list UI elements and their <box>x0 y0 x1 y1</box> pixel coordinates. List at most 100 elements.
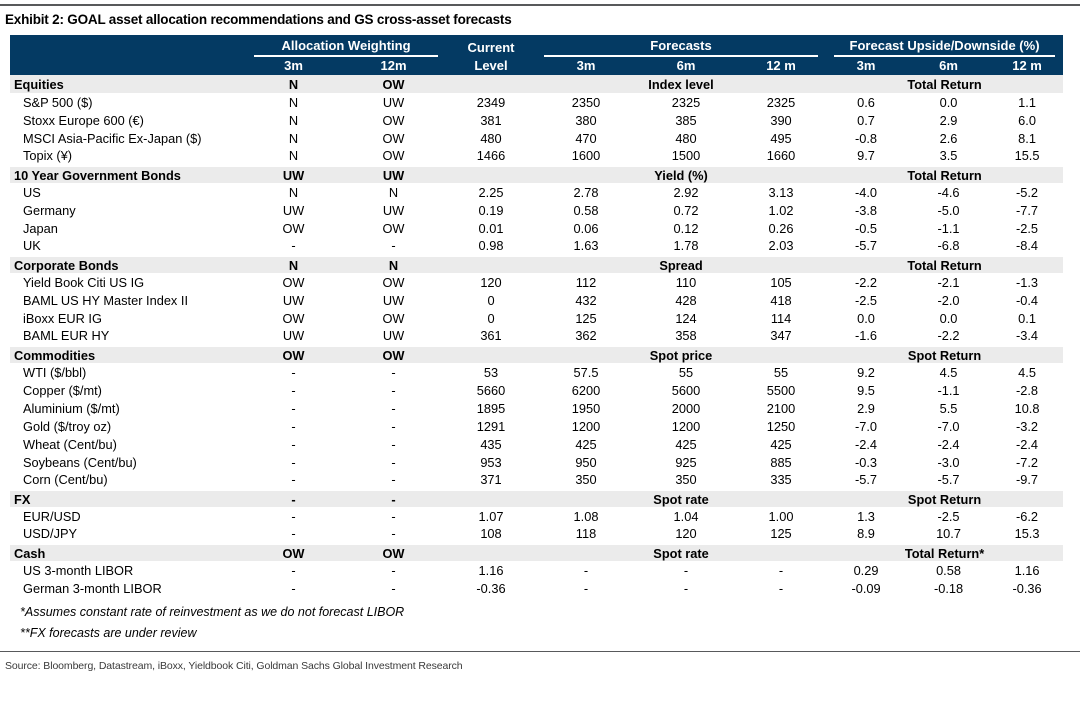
table-row: EUR/USD - - 1.07 1.08 1.04 1.00 1.3 -2.5 -6.2 <box>10 507 1063 525</box>
cell-upside-6m: 5.5 <box>939 400 958 416</box>
cell-upside-3m: 0.29 <box>853 562 879 578</box>
cell-upside-3m: -0.8 <box>855 130 878 146</box>
cell-alloc-12m: OW <box>382 130 405 146</box>
section-current-spacer <box>446 343 536 363</box>
cell-forecast-12m: - <box>778 580 784 596</box>
table-row: BAML EUR HY UW UW 361 362 358 347 -1.6 -2.2 -3.4 <box>10 327 1063 345</box>
row-label: Topix (¥) <box>23 147 73 163</box>
cell-current-level: 381 <box>480 112 502 128</box>
cell-forecast-12m: 55 <box>773 364 789 380</box>
cell-alloc-3m: UW <box>282 292 305 308</box>
section-alloc-12m: OW <box>341 75 446 93</box>
cell-alloc-3m: - <box>291 525 296 541</box>
section-label: FX <box>10 487 246 507</box>
table-row: iBoxx EUR IG OW OW 0 125 124 114 0.0 0.0 0.1 <box>10 309 1063 327</box>
cell-forecast-12m: 2325 <box>766 94 796 110</box>
cell-upside-3m: -1.6 <box>855 327 878 343</box>
table-row: German 3-month LIBOR - - -0.36 - - - -0.09 -0.18… <box>10 579 1063 597</box>
section-alloc-3m: OW <box>246 343 341 363</box>
cell-current-level: 435 <box>480 436 502 452</box>
cell-upside-3m: -5.7 <box>855 237 878 253</box>
cell-alloc-3m: - <box>291 454 296 470</box>
row-label: Japan <box>23 220 58 236</box>
cell-alloc-3m: N <box>288 130 299 146</box>
cell-alloc-12m: OW <box>382 274 405 290</box>
section-return-type: Total Return* <box>826 541 1064 561</box>
header-sub-row: 3m 12m Level 3m 6m 12 m 3m 6m 12 m <box>10 57 1064 75</box>
table-row: Aluminium ($/mt) - - 1895 1950 2000 2100 2.9 5.5… <box>10 399 1063 417</box>
cell-forecast-6m: 1200 <box>671 418 701 434</box>
cell-forecast-6m: 1.78 <box>673 237 699 253</box>
cell-alloc-12m: - <box>391 237 396 253</box>
cell-alloc-3m: - <box>291 562 296 578</box>
cell-alloc-3m: N <box>288 147 299 163</box>
cell-upside-3m: -0.09 <box>851 580 881 596</box>
cell-upside-12m: -2.8 <box>1016 382 1039 398</box>
section-return-type: Total Return <box>826 75 1064 93</box>
cell-forecast-12m: 1250 <box>766 418 796 434</box>
section-label: Corporate Bonds <box>10 253 246 273</box>
cell-forecast-3m: 1600 <box>571 147 601 163</box>
cell-upside-12m: -7.2 <box>1016 454 1039 470</box>
cell-upside-12m: 15.5 <box>1014 147 1040 163</box>
cell-alloc-12m: UW <box>382 94 405 110</box>
cell-upside-12m: -3.2 <box>1016 418 1039 434</box>
cell-forecast-12m: 335 <box>770 471 792 487</box>
row-label: German 3-month LIBOR <box>23 580 162 596</box>
header-upside-downside: Forecast Upside/Downside (%) <box>826 35 1064 57</box>
cell-alloc-3m: OW <box>282 274 305 290</box>
cell-upside-6m: 3.5 <box>939 147 958 163</box>
cell-upside-12m: 6.0 <box>1018 112 1036 128</box>
cell-alloc-12m: - <box>391 471 396 487</box>
cell-current-level: 1291 <box>476 418 506 434</box>
cell-forecast-6m: 55 <box>678 364 694 380</box>
cell-current-level: 108 <box>480 525 502 541</box>
cell-forecast-6m: 358 <box>675 327 697 343</box>
cell-upside-6m: 0.58 <box>936 562 961 578</box>
cell-forecast-6m: 1500 <box>671 147 701 163</box>
cell-upside-12m: -9.7 <box>1016 471 1039 487</box>
cell-forecast-6m: 120 <box>675 525 697 541</box>
section-current-spacer <box>446 541 536 561</box>
cell-alloc-3m: - <box>291 364 296 380</box>
cell-alloc-12m: UW <box>382 327 405 343</box>
header-forecast-3m: 3m <box>536 57 636 75</box>
row-label: MSCI Asia-Pacific Ex-Japan ($) <box>23 130 202 146</box>
header-current-level: Level <box>446 57 536 75</box>
cell-current-level: 53 <box>483 364 499 380</box>
cell-upside-6m: -6.8 <box>937 237 960 253</box>
table-row: Germany UW UW 0.19 0.58 0.72 1.02 -3.8 -5.0 -7.7 <box>10 201 1063 219</box>
cell-alloc-3m: - <box>291 436 296 452</box>
exhibit-title: Exhibit 2: GOAL asset allocation recomme… <box>5 12 512 27</box>
header-group-row: Allocation Weighting Current Forecasts F… <box>10 35 1064 75</box>
cell-forecast-6m: 385 <box>675 112 697 128</box>
cell-forecast-6m: 124 <box>675 310 697 326</box>
cell-upside-6m: -5.0 <box>937 202 960 218</box>
cell-current-level: 2.25 <box>478 184 504 200</box>
cell-upside-6m: -1.1 <box>937 382 960 398</box>
cell-upside-6m: -2.2 <box>937 327 960 343</box>
row-label: Aluminium ($/mt) <box>23 400 120 416</box>
cell-forecast-12m: 347 <box>770 327 792 343</box>
header-alloc-3m: 3m <box>246 57 341 75</box>
row-label: Gold ($/troy oz) <box>23 418 112 434</box>
cell-forecast-6m: 110 <box>675 274 697 290</box>
cell-forecast-12m: 5500 <box>766 382 796 398</box>
cell-forecast-6m: 925 <box>675 454 697 470</box>
cell-forecast-6m: 350 <box>675 471 697 487</box>
cell-forecast-12m: - <box>778 562 784 578</box>
cell-upside-3m: -0.5 <box>855 220 878 236</box>
cell-alloc-3m: - <box>291 382 296 398</box>
section-current-spacer <box>446 487 536 507</box>
cell-current-level: 1466 <box>476 147 506 163</box>
table-row: USD/JPY - - 108 118 120 125 8.9 10.7 15.3 <box>10 525 1063 543</box>
cell-forecast-6m: 2325 <box>671 94 701 110</box>
cell-forecast-3m: - <box>583 580 589 596</box>
source-divider <box>0 651 1080 652</box>
header-forecasts: Forecasts <box>536 35 827 57</box>
cell-forecast-12m: 2.03 <box>768 237 794 253</box>
section-alloc-3m: N <box>246 75 341 93</box>
footnote-libor: *Assumes constant rate of reinvestment a… <box>20 605 405 619</box>
cell-upside-3m: 8.9 <box>857 525 875 541</box>
section-alloc-12m: OW <box>341 541 446 561</box>
